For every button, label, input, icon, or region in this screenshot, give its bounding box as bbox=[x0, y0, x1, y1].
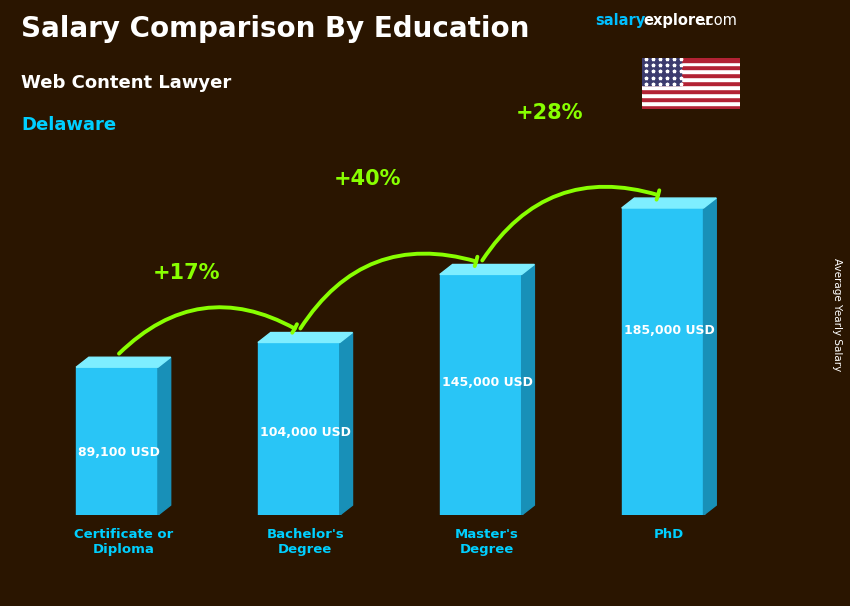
Bar bbox=[642, 58, 681, 85]
Bar bbox=[642, 78, 740, 81]
Polygon shape bbox=[76, 358, 171, 367]
Bar bbox=[642, 73, 740, 78]
Bar bbox=[621, 208, 704, 515]
Bar bbox=[642, 97, 740, 101]
Text: Average Yearly Salary: Average Yearly Salary bbox=[832, 259, 842, 371]
Bar bbox=[439, 275, 522, 515]
Text: +40%: +40% bbox=[334, 169, 402, 189]
Polygon shape bbox=[439, 264, 535, 275]
Bar bbox=[642, 58, 740, 62]
Polygon shape bbox=[158, 358, 171, 515]
Polygon shape bbox=[258, 333, 353, 342]
Text: PhD: PhD bbox=[654, 528, 684, 542]
Bar bbox=[642, 105, 740, 109]
Text: Certificate or
Diploma: Certificate or Diploma bbox=[74, 528, 173, 556]
Polygon shape bbox=[621, 198, 717, 208]
Bar bbox=[642, 89, 740, 93]
Polygon shape bbox=[704, 198, 717, 515]
Text: .com: .com bbox=[701, 13, 737, 28]
Text: +17%: +17% bbox=[152, 263, 220, 283]
Text: salary: salary bbox=[595, 13, 645, 28]
Text: 185,000 USD: 185,000 USD bbox=[624, 324, 714, 338]
Bar bbox=[642, 93, 740, 97]
Bar bbox=[642, 62, 740, 65]
Text: Master's
Degree: Master's Degree bbox=[455, 528, 519, 556]
Text: explorer: explorer bbox=[643, 13, 713, 28]
Bar bbox=[642, 81, 740, 85]
Bar bbox=[76, 367, 158, 515]
Bar bbox=[642, 70, 740, 73]
Bar bbox=[642, 101, 740, 105]
Text: Delaware: Delaware bbox=[21, 116, 116, 135]
Bar bbox=[258, 342, 340, 515]
Text: Bachelor's
Degree: Bachelor's Degree bbox=[266, 528, 344, 556]
Polygon shape bbox=[340, 333, 353, 515]
Bar bbox=[642, 85, 740, 89]
Text: +28%: +28% bbox=[516, 104, 584, 124]
Text: Web Content Lawyer: Web Content Lawyer bbox=[21, 74, 231, 92]
Polygon shape bbox=[522, 264, 535, 515]
Text: 104,000 USD: 104,000 USD bbox=[260, 426, 351, 439]
Text: Salary Comparison By Education: Salary Comparison By Education bbox=[21, 15, 530, 43]
Bar bbox=[642, 65, 740, 70]
Text: 145,000 USD: 145,000 USD bbox=[442, 376, 532, 389]
Text: 89,100 USD: 89,100 USD bbox=[78, 447, 160, 459]
